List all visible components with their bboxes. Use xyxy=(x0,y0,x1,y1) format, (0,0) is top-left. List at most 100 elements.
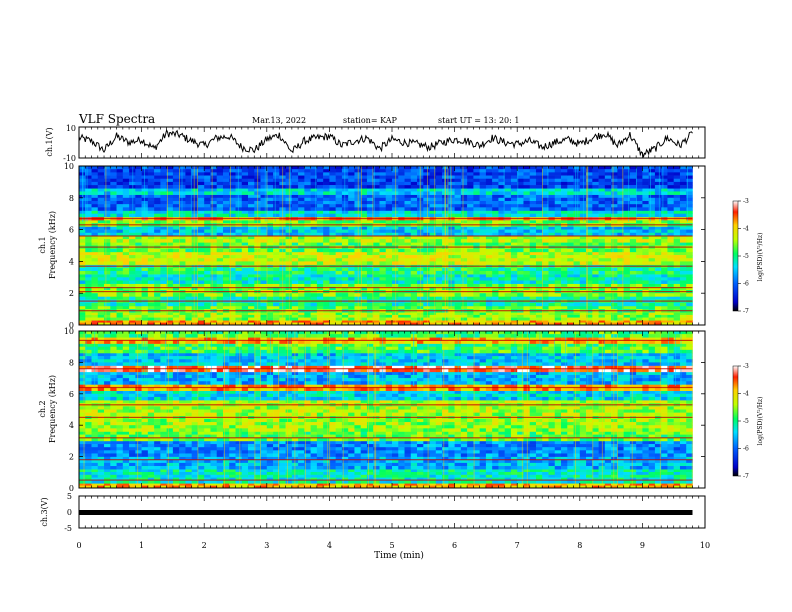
spectrogram-cell xyxy=(554,258,562,262)
spectrogram-cell xyxy=(410,178,418,183)
spectrogram-cell xyxy=(686,293,693,297)
spectrogram-cell xyxy=(97,248,105,253)
spectrogram-cell xyxy=(122,270,130,275)
spectrogram-cell xyxy=(629,235,637,240)
spectrogram-cell xyxy=(467,274,474,278)
spectrogram-cell xyxy=(141,283,149,288)
spectrogram-cell xyxy=(404,267,412,272)
spectrogram-cell xyxy=(310,261,318,265)
spectrogram-cell xyxy=(542,277,549,281)
spectrogram-cell xyxy=(248,181,255,186)
spectrogram-cell xyxy=(285,270,293,275)
spectrogram-cell xyxy=(135,232,142,237)
spectrogram-cell xyxy=(686,210,693,214)
spectrogram-cell xyxy=(579,274,587,278)
spectrogram-cell xyxy=(498,229,505,234)
spectrogram-cell xyxy=(241,283,249,288)
spectrogram-cell xyxy=(341,283,349,288)
spectrogram-cell xyxy=(392,226,399,230)
spectrogram-cell xyxy=(323,185,330,189)
spectrogram-cell xyxy=(535,261,543,265)
spectrogram-cell xyxy=(398,242,405,246)
spectrogram-cell xyxy=(329,283,336,288)
spectrogram-cell xyxy=(91,191,99,195)
spectrogram-cell xyxy=(454,178,462,183)
spectrogram-cell xyxy=(91,207,99,211)
spectrogram-cell xyxy=(222,242,230,246)
spectrogram-cell xyxy=(542,255,549,259)
spectrogram-cell xyxy=(667,280,674,284)
spectrogram-cell xyxy=(485,283,493,288)
spectrogram-cell xyxy=(348,302,355,307)
spectrogram-cell xyxy=(85,314,92,318)
spectrogram-cell xyxy=(617,194,624,199)
spectrogram-cell xyxy=(629,185,637,189)
spectrogram-cell xyxy=(291,232,299,237)
spectrogram-cell xyxy=(542,314,549,318)
spectrogram-cell xyxy=(97,251,105,256)
spectrogram-cell xyxy=(191,207,199,211)
spectrogram-cell xyxy=(523,207,531,211)
spectrogram-cell xyxy=(517,302,524,307)
spectrogram-cell xyxy=(135,220,142,224)
spectrogram-cell xyxy=(222,320,230,323)
spectrogram-cell xyxy=(623,210,631,214)
spectrogram-cell xyxy=(460,280,468,284)
spectrogram-cell xyxy=(348,296,355,300)
spectrogram-cell xyxy=(354,207,361,211)
spectrogram-cell xyxy=(473,229,480,234)
spectrogram-cell xyxy=(385,188,393,192)
spectrogram-cell xyxy=(579,229,587,234)
spectrogram-cell xyxy=(686,239,693,243)
spectrogram-cell xyxy=(510,320,518,323)
spectrogram-cell xyxy=(535,258,543,262)
spectrogram-cell xyxy=(554,181,562,186)
spectrogram-cell xyxy=(85,181,92,186)
spectrogram-cell xyxy=(617,258,624,262)
spectrogram-cell xyxy=(316,248,324,253)
spectrogram-cell xyxy=(260,239,268,243)
spectrogram-cell xyxy=(348,277,355,281)
spectrogram-cell xyxy=(335,232,343,237)
spectrogram-cell xyxy=(410,270,418,275)
spectrogram-cell xyxy=(260,194,268,199)
spectrogram-cell xyxy=(673,188,681,192)
spectrogram-cell xyxy=(673,322,681,326)
spectrogram-cell xyxy=(104,293,111,297)
spectrogram-cell xyxy=(79,277,86,281)
spectrogram-cell xyxy=(398,255,405,259)
spectrogram-cell xyxy=(573,286,581,291)
spectrogram-cell xyxy=(667,235,674,240)
spectrogram-cell xyxy=(304,317,311,321)
spectrogram-cell xyxy=(561,267,568,272)
spectrogram-cell xyxy=(410,232,418,237)
spectrogram-cell xyxy=(586,200,593,205)
spectrogram-cell xyxy=(636,274,643,278)
spectrogram-cell xyxy=(379,210,387,214)
spectrogram-cell xyxy=(592,229,599,234)
spectrogram-cell xyxy=(410,200,418,205)
spectrogram-cell xyxy=(454,267,462,272)
spectrogram-cell xyxy=(191,320,199,323)
spectrogram-cell xyxy=(410,204,418,208)
spectrogram-cell xyxy=(642,220,649,224)
spectrogram-cell xyxy=(241,312,249,316)
spectrogram-cell xyxy=(135,283,142,288)
spectrogram-cell xyxy=(154,204,161,208)
spectrogram-cell xyxy=(423,191,430,195)
spectrogram-cell xyxy=(204,235,211,240)
spectrogram-cell xyxy=(110,267,117,272)
spectrogram-cell xyxy=(448,258,455,262)
spectrogram-cell xyxy=(642,213,649,218)
spectrogram-cell xyxy=(573,258,581,262)
spectrogram-cell xyxy=(185,232,192,237)
spectrogram-cell xyxy=(298,194,305,199)
spectrogram-cell xyxy=(291,188,299,192)
spectrogram-cell xyxy=(210,322,218,326)
spectrogram-cell xyxy=(617,305,624,310)
spectrogram-cell xyxy=(304,312,311,316)
spectrogram-cell xyxy=(373,229,380,234)
spectrogram-cell xyxy=(341,317,349,321)
spectrogram-cell xyxy=(473,235,480,240)
spectrogram-cell xyxy=(179,242,186,246)
